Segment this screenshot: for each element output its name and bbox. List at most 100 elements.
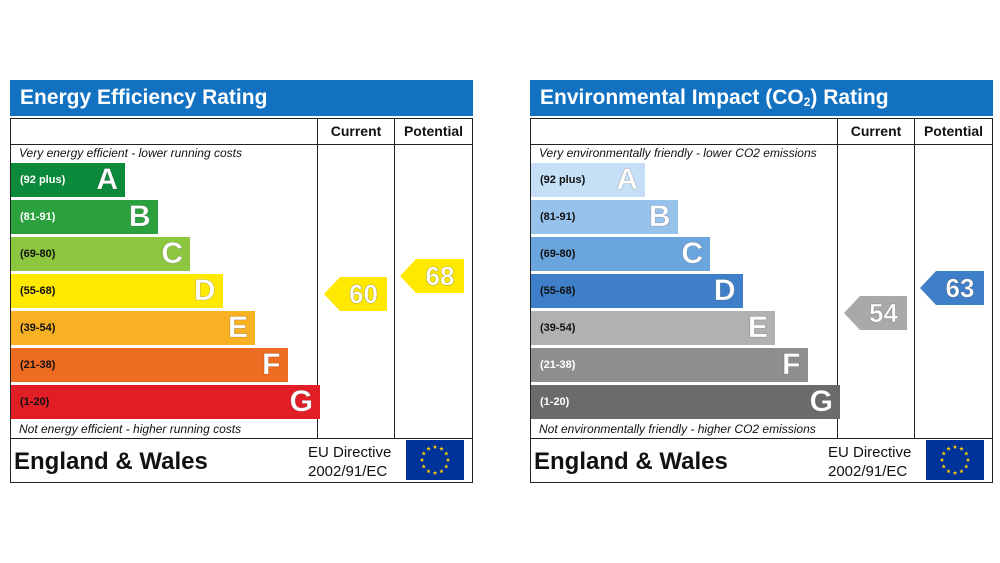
band-letter: G — [809, 385, 833, 419]
band-letter: C — [161, 237, 183, 271]
band-range-label: (21-38) — [20, 359, 56, 371]
band-letter: G — [289, 385, 313, 419]
potential-rating-value: 63 — [945, 272, 975, 303]
band-letter: F — [782, 348, 801, 382]
column-divider — [317, 119, 318, 438]
flag-star — [941, 464, 946, 469]
band-range-label: (39-54) — [20, 322, 56, 334]
band-letter: A — [96, 163, 118, 197]
rating-table: Current Potential Very energy efficient … — [10, 118, 473, 483]
band-g: (1-20) G — [531, 385, 840, 419]
panel-title-text: Environmental Impact (CO2) Rating — [540, 86, 889, 109]
environmental-impact-panel: Environmental Impact (CO2) Rating Curren… — [530, 80, 993, 483]
band-range-label: (92 plus) — [540, 174, 586, 186]
current-rating-arrow: 54 — [844, 296, 907, 330]
footer-divider — [11, 438, 472, 439]
potential-rating-arrow: 68 — [400, 259, 464, 293]
flag-star — [965, 457, 971, 462]
band-range-label: (1-20) — [540, 396, 570, 408]
flag-star — [964, 464, 969, 469]
band-range-label: (1-20) — [20, 396, 50, 408]
band-b: (81-91) B — [531, 200, 678, 234]
flag-star — [426, 468, 431, 474]
flag-star — [426, 446, 431, 451]
current-column-header: Current — [330, 123, 382, 139]
flag-star — [444, 464, 449, 469]
directive-line: EU Directive — [308, 444, 392, 461]
flag-star — [952, 444, 958, 449]
flag-star — [946, 446, 951, 451]
panel-title: Energy Efficiency Rating — [10, 80, 473, 116]
flag-star — [432, 444, 438, 449]
current-column-header: Current — [850, 123, 902, 139]
flag-star — [444, 451, 449, 456]
flag-star — [421, 451, 426, 456]
flag-star — [959, 446, 964, 451]
band-b: (81-91) B — [11, 200, 158, 234]
band-g: (1-20) G — [11, 385, 320, 419]
flag-star — [941, 451, 946, 456]
eu-flag-icon — [926, 440, 984, 480]
band-range-label: (55-68) — [20, 285, 56, 297]
directive-line: EU Directive — [828, 444, 912, 461]
footer-divider — [531, 438, 992, 439]
potential-rating-value: 68 — [425, 261, 455, 292]
eu-flag-icon — [406, 440, 464, 480]
band-letter: A — [616, 163, 638, 197]
column-divider — [837, 119, 838, 438]
top-caption: Very environmentally friendly - lower CO… — [539, 146, 817, 160]
band-letter: D — [193, 274, 216, 308]
directive-line: 2002/91/EC — [308, 463, 388, 480]
potential-rating-arrow: 63 — [920, 270, 984, 305]
band-range-label: (55-68) — [540, 285, 576, 297]
current-arrow-shape — [324, 277, 387, 312]
band-letter: C — [681, 237, 703, 271]
flag-star — [432, 470, 438, 475]
band-range-label: (39-54) — [540, 322, 576, 334]
flag-star — [939, 457, 945, 462]
band-range-label: (81-91) — [540, 211, 576, 223]
panel-title: Environmental Impact (CO2) Rating — [530, 80, 993, 116]
band-letter: E — [227, 311, 249, 345]
band-range-label: (92 plus) — [20, 174, 66, 186]
band-e: (39-54) E — [11, 311, 255, 345]
bottom-caption: Not environmentally friendly - higher CO… — [539, 422, 816, 436]
band-range-label: (81-91) — [20, 211, 56, 223]
flag-star — [439, 468, 444, 474]
potential-arrow-shape — [920, 270, 984, 305]
header-divider — [531, 144, 992, 145]
band-e: (39-54) E — [531, 311, 775, 345]
potential-column-header: Potential — [923, 123, 984, 139]
band-f: (21-38) F — [11, 348, 288, 382]
current-rating-value: 60 — [349, 279, 379, 310]
flag-star — [959, 468, 964, 474]
flag-star — [439, 446, 444, 451]
band-letter: B — [128, 200, 151, 234]
flag-star — [419, 457, 425, 462]
band-a: (92 plus) A — [11, 163, 125, 197]
eu-directive-label: EU Directive 2002/91/EC — [828, 443, 911, 481]
band-a: (92 plus) A — [531, 163, 645, 197]
potential-column-header: Potential — [403, 123, 464, 139]
band-letter: B — [648, 200, 671, 234]
header-divider — [11, 144, 472, 145]
band-c: (69-80) C — [11, 237, 190, 271]
band-range-label: (21-38) — [540, 359, 576, 371]
flag-star — [946, 468, 951, 474]
band-d: (55-68) D — [531, 274, 743, 308]
country-label: England & Wales — [14, 448, 208, 475]
band-d: (55-68) D — [11, 274, 223, 308]
flag-star — [952, 470, 958, 475]
top-caption: Very energy efficient - lower running co… — [19, 146, 242, 160]
potential-arrow-shape — [400, 259, 464, 293]
column-divider — [914, 119, 915, 438]
country-label: England & Wales — [534, 448, 728, 475]
current-rating-arrow: 60 — [324, 277, 387, 312]
band-letter: E — [747, 311, 769, 345]
band-letter: D — [713, 274, 736, 308]
band-range-label: (69-80) — [540, 248, 576, 260]
band-range-label: (69-80) — [20, 248, 56, 260]
current-arrow-shape — [844, 296, 907, 330]
band-letter: F — [262, 348, 281, 382]
flag-star — [445, 457, 451, 462]
